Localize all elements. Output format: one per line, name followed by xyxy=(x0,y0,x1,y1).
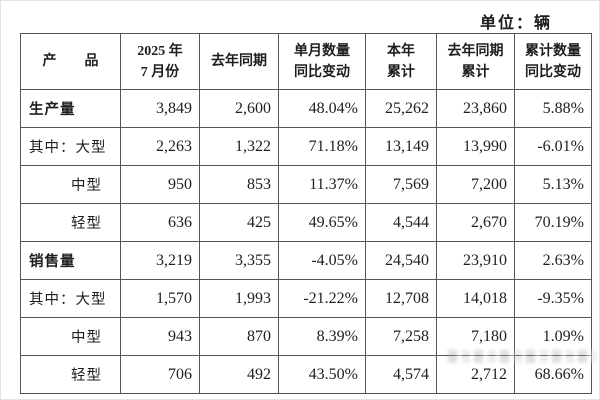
unit-label: 单位：辆 xyxy=(479,15,552,32)
cell-value: 13,990 xyxy=(436,127,515,166)
header-line: 累计数量 xyxy=(525,43,581,59)
cell-value: 943 xyxy=(120,317,200,356)
row-label: 其中：大型 xyxy=(20,279,121,318)
table-row-sales-large: 其中：大型 1,570 1,993 -21.22% 12,708 14,018 … xyxy=(20,279,592,318)
cell-value: 3,849 xyxy=(120,89,200,128)
table-row-sales: 销售量 3,219 3,355 -4.05% 24,540 23,910 2.6… xyxy=(20,241,592,280)
header-current-month: 2025 年 7 月份 xyxy=(120,33,200,90)
cell-value: 5.13% xyxy=(514,165,592,204)
row-label: 轻型 xyxy=(20,355,121,394)
cell-value: 3,355 xyxy=(199,241,279,280)
cell-value: 853 xyxy=(199,165,279,204)
cell-value: 3,219 xyxy=(120,241,200,280)
cell-value: 8.39% xyxy=(278,317,366,356)
cell-value: -4.05% xyxy=(278,241,366,280)
header-line: 累计 xyxy=(387,64,415,80)
cell-value: -9.35% xyxy=(514,279,592,318)
cell-value: 2,670 xyxy=(436,203,515,242)
cell-value: 1,570 xyxy=(120,279,200,318)
header-row: 产 品 2025 年 7 月份 去年同期 单月数量同比变动 本年累计 去年同期累计 xyxy=(20,33,592,90)
cell-value: 23,910 xyxy=(436,241,515,280)
cell-value: 870 xyxy=(199,317,279,356)
cell-value: 2.63% xyxy=(514,241,592,280)
header-monthly-yoy-change: 单月数量 同比变动 xyxy=(278,33,366,90)
header-line: 产 品 xyxy=(42,54,99,69)
cell-value: 1,993 xyxy=(199,279,279,318)
header-last-year-same-period: 去年同期 xyxy=(199,33,279,90)
row-label: 中型 xyxy=(20,165,121,204)
header-line: 同比变动 xyxy=(294,64,350,80)
cell-value: -21.22% xyxy=(278,279,366,318)
header-last-year-ytd-total: 去年同期 累计 xyxy=(436,33,515,90)
table-row-production-light: 轻型 636 425 49.65% 4,544 2,670 70.19% xyxy=(20,203,592,242)
header-line: 7 月份 xyxy=(140,64,180,80)
header-ytd-total: 本年 累计 xyxy=(365,33,437,90)
cell-value: 5.88% xyxy=(514,89,592,128)
cell-value: 2,712 xyxy=(436,355,515,394)
cell-value: 11.37% xyxy=(278,165,366,204)
cell-value: 492 xyxy=(199,355,279,394)
header-cumulative-yoy-change: 累计数量 同比变动 xyxy=(514,33,592,90)
cell-value: 12,708 xyxy=(365,279,437,318)
header-line: 去年同期 xyxy=(447,43,504,59)
cell-value: 25,262 xyxy=(365,89,437,128)
cell-value: -6.01% xyxy=(514,127,592,166)
cell-value: 7,569 xyxy=(365,165,437,204)
cell-value: 70.19% xyxy=(514,203,592,242)
cell-value: 2,600 xyxy=(199,89,279,128)
cell-value: 706 xyxy=(120,355,200,394)
cell-value: 48.04% xyxy=(278,89,366,128)
cell-value: 636 xyxy=(120,203,200,242)
cell-value: 24,540 xyxy=(365,241,437,280)
cell-value: 13,149 xyxy=(365,127,437,166)
cell-value: 7,180 xyxy=(436,317,515,356)
table-row-production: 生产量 3,849 2,600 48.04% 25,262 23,860 5.8… xyxy=(20,89,592,128)
cell-value: 7,200 xyxy=(436,165,515,204)
header-product: 产 品 xyxy=(20,33,121,90)
row-label: 销售量 xyxy=(20,241,121,280)
cell-value: 23,860 xyxy=(436,89,515,128)
cell-value: 71.18% xyxy=(278,127,366,166)
header-line: 单月数量 xyxy=(294,43,350,59)
cell-value: 4,574 xyxy=(365,355,437,394)
header-line: 2025 年 xyxy=(137,43,183,59)
table-row-production-large: 其中：大型 2,263 1,322 71.18% 13,149 13,990 -… xyxy=(20,127,592,166)
table-row-production-medium: 中型 950 853 11.37% 7,569 7,200 5.13% xyxy=(20,165,592,204)
cell-value: 4,544 xyxy=(365,203,437,242)
table-row-sales-medium: 中型 943 870 8.39% 7,258 7,180 1.09% xyxy=(20,317,592,356)
header-line: 去年同期 xyxy=(211,54,267,69)
cell-value: 43.50% xyxy=(278,355,366,394)
cell-value: 2,263 xyxy=(120,127,200,166)
header-line: 累计 xyxy=(461,64,490,80)
header-line: 同比变动 xyxy=(525,64,581,80)
cell-value: 950 xyxy=(120,165,200,204)
cell-value: 14,018 xyxy=(436,279,515,318)
cell-value: 1.09% xyxy=(514,317,592,356)
cell-value: 49.65% xyxy=(278,203,366,242)
header-line: 本年 xyxy=(387,43,415,59)
table-row-sales-light: 轻型 706 492 43.50% 4,574 2,712 68.66% xyxy=(20,355,592,394)
row-label: 轻型 xyxy=(20,203,121,242)
cell-value: 1,322 xyxy=(199,127,279,166)
row-label: 生产量 xyxy=(20,89,121,128)
cell-value: 7,258 xyxy=(365,317,437,356)
production-sales-table: 产 品 2025 年 7 月份 去年同期 单月数量同比变动 本年累计 去年同期累计 xyxy=(20,33,592,394)
cell-value: 425 xyxy=(199,203,279,242)
row-label: 其中：大型 xyxy=(20,127,121,166)
row-label: 中型 xyxy=(20,317,121,356)
cell-value: 68.66% xyxy=(514,355,592,394)
